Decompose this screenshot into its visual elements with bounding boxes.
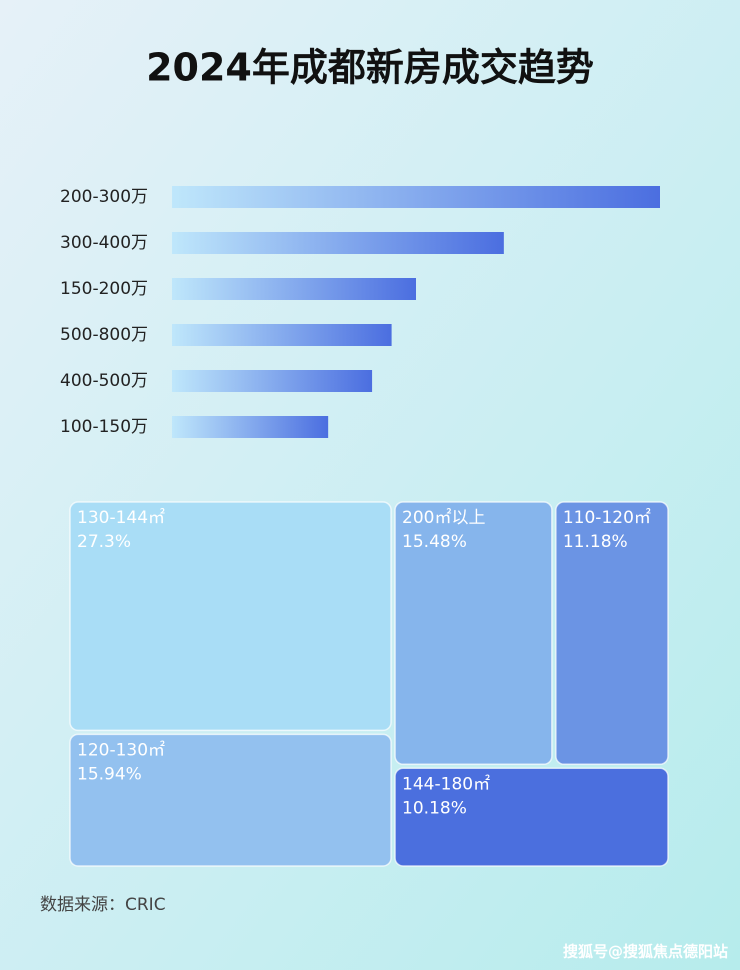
tile-value: 11.18% — [563, 532, 628, 552]
bar — [172, 232, 504, 254]
bar-label: 500-800万 — [60, 325, 148, 345]
tile-name: 130-144㎡ — [77, 508, 165, 528]
treemap-tile — [394, 767, 669, 867]
bar-label: 400-500万 — [60, 371, 148, 391]
tile-name: 200㎡以上 — [402, 508, 485, 528]
watermark: 搜狐号@搜狐焦点德阳站 — [563, 943, 728, 961]
bar-label: 200-300万 — [60, 187, 148, 207]
treemap-tile — [394, 501, 553, 766]
tile-name: 120-130㎡ — [77, 740, 165, 760]
bar — [172, 324, 392, 346]
source: 数据来源：CRIC — [40, 895, 166, 915]
tile-name: 144-180㎡ — [402, 774, 490, 794]
bar-label: 300-400万 — [60, 233, 148, 253]
bar-label: 150-200万 — [60, 279, 148, 299]
tile-value: 15.94% — [77, 764, 142, 784]
bar — [172, 370, 373, 392]
bar-label: 100-150万 — [60, 417, 148, 437]
bar — [172, 186, 660, 208]
treemap-tile — [555, 501, 669, 766]
bar — [172, 278, 416, 300]
tile-name: 110-120㎡ — [563, 508, 651, 528]
tile-value: 10.18% — [402, 798, 467, 818]
treemap-tile — [69, 733, 392, 867]
tile-value: 15.48% — [402, 532, 467, 552]
bar — [172, 416, 329, 438]
title: 2024年成都新房成交趋势 — [146, 46, 594, 90]
tile-value: 27.3% — [77, 532, 131, 552]
treemap-tile — [69, 501, 392, 732]
